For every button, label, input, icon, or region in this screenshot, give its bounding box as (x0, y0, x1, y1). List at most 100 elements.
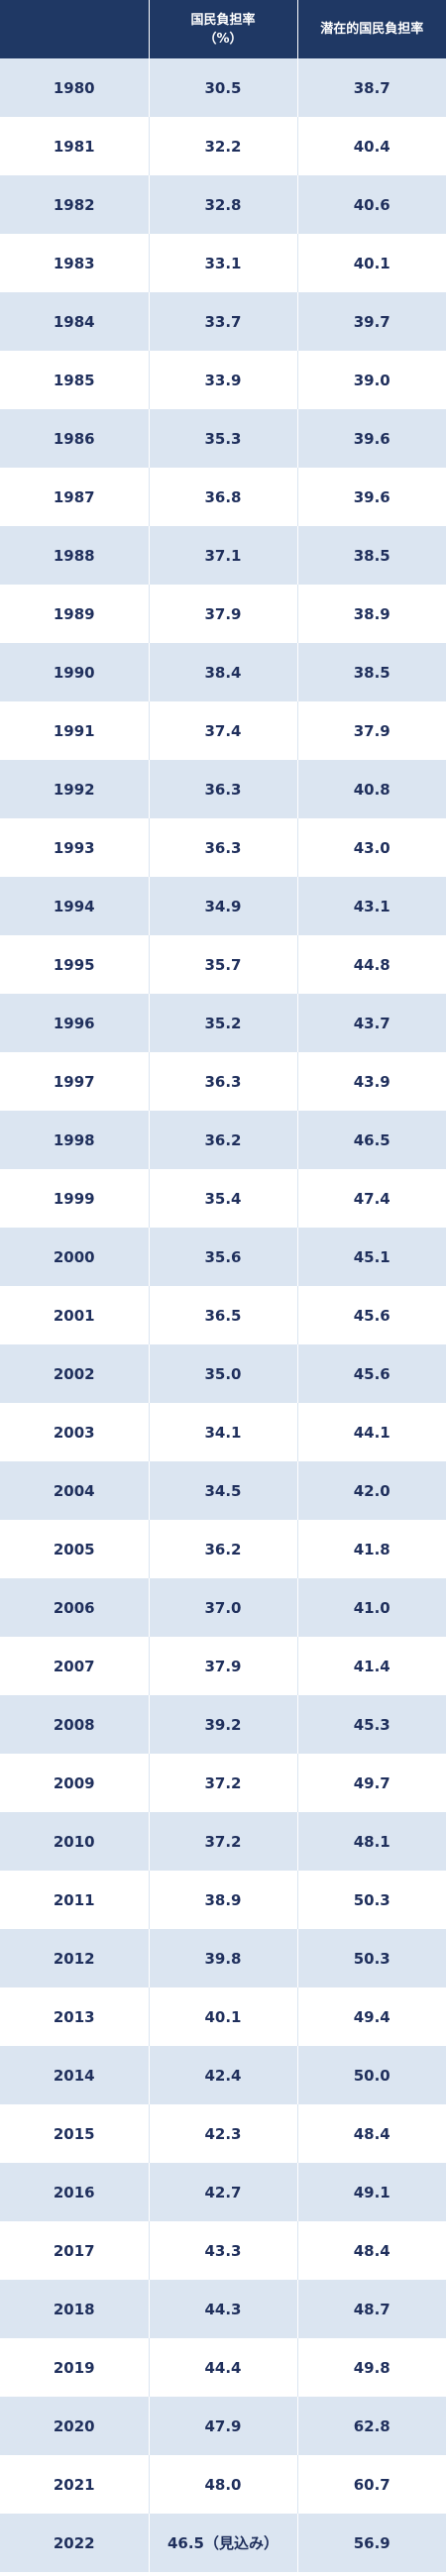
table-row: 2013 40.1 49.4 (0, 1987, 446, 2046)
year-cell: 2017 (0, 2221, 150, 2280)
potential-burden-cell: 38.9 (297, 585, 446, 643)
potential-burden-cell: 49.7 (297, 1754, 446, 1812)
potential-burden-cell: 44.1 (297, 1403, 446, 1461)
national-burden-cell: 34.1 (149, 1403, 298, 1461)
national-burden-cell: 36.2 (149, 1520, 298, 1578)
header-national-burden-unit: （%） (203, 31, 243, 47)
potential-burden-cell: 45.6 (297, 1286, 446, 1344)
national-burden-cell: 36.3 (149, 760, 298, 818)
national-burden-cell: 35.7 (149, 935, 298, 994)
table-row: 2018 44.3 48.7 (0, 2280, 446, 2338)
table-row: 1997 36.3 43.9 (0, 1052, 446, 1111)
table-row: 1998 36.2 46.5 (0, 1111, 446, 1169)
year-cell: 1995 (0, 935, 150, 994)
table-row: 1999 35.4 47.4 (0, 1169, 446, 1228)
potential-burden-cell: 41.8 (297, 1520, 446, 1578)
potential-burden-cell: 45.1 (297, 1228, 446, 1286)
year-cell: 1983 (0, 234, 150, 292)
table-row: 2007 37.9 41.4 (0, 1637, 446, 1695)
header-year (0, 0, 150, 58)
year-cell: 2009 (0, 1754, 150, 1812)
table-row: 1992 36.3 40.8 (0, 760, 446, 818)
table-row: 1984 33.7 39.7 (0, 292, 446, 351)
table-row: 2003 34.1 44.1 (0, 1403, 446, 1461)
potential-burden-cell: 39.6 (297, 409, 446, 468)
national-burden-cell: 33.1 (149, 234, 298, 292)
table-row: 1981 32.2 40.4 (0, 117, 446, 175)
year-cell: 2018 (0, 2280, 150, 2338)
year-cell: 2008 (0, 1695, 150, 1754)
table-row: 1988 37.1 38.5 (0, 526, 446, 585)
potential-burden-cell: 40.4 (297, 117, 446, 175)
potential-burden-cell: 49.4 (297, 1987, 446, 2046)
potential-burden-cell: 39.7 (297, 292, 446, 351)
national-burden-cell: 42.3 (149, 2104, 298, 2163)
table-row: 2006 37.0 41.0 (0, 1578, 446, 1637)
year-cell: 2011 (0, 1871, 150, 1929)
national-burden-cell: 38.9 (149, 1871, 298, 1929)
year-cell: 1986 (0, 409, 150, 468)
table-row: 2000 35.6 45.1 (0, 1228, 446, 1286)
national-burden-cell: 32.8 (149, 175, 298, 234)
year-cell: 2012 (0, 1929, 150, 1987)
table-row: 1990 38.4 38.5 (0, 643, 446, 701)
potential-burden-cell: 48.7 (297, 2280, 446, 2338)
table-row: 2011 38.9 50.3 (0, 1871, 446, 1929)
national-burden-cell: 32.2 (149, 117, 298, 175)
national-burden-cell: 35.4 (149, 1169, 298, 1228)
potential-burden-cell: 50.3 (297, 1929, 446, 1987)
table-row: 1989 37.9 38.9 (0, 585, 446, 643)
year-cell: 2022 (0, 2514, 150, 2572)
year-cell: 2020 (0, 2397, 150, 2455)
national-burden-cell: 30.5 (149, 58, 298, 117)
national-burden-cell: 35.2 (149, 994, 298, 1052)
table-row: 2022 46.5（見込み） 56.9 (0, 2514, 446, 2572)
national-burden-cell: 33.7 (149, 292, 298, 351)
year-cell: 2015 (0, 2104, 150, 2163)
potential-burden-cell: 39.6 (297, 468, 446, 526)
national-burden-cell: 37.9 (149, 1637, 298, 1695)
potential-burden-cell: 41.0 (297, 1578, 446, 1637)
table-row: 2008 39.2 45.3 (0, 1695, 446, 1754)
national-burden-cell: 46.5（見込み） (149, 2514, 298, 2572)
table-row: 1983 33.1 40.1 (0, 234, 446, 292)
table-row: 2020 47.9 62.8 (0, 2397, 446, 2455)
year-cell: 1998 (0, 1111, 150, 1169)
potential-burden-cell: 38.5 (297, 526, 446, 585)
year-cell: 2003 (0, 1403, 150, 1461)
year-cell: 1987 (0, 468, 150, 526)
table-row: 2014 42.4 50.0 (0, 2046, 446, 2104)
table-row: 1987 36.8 39.6 (0, 468, 446, 526)
potential-burden-cell: 43.1 (297, 877, 446, 935)
year-cell: 1981 (0, 117, 150, 175)
year-cell: 2002 (0, 1344, 150, 1403)
national-burden-cell: 43.3 (149, 2221, 298, 2280)
potential-burden-cell: 40.8 (297, 760, 446, 818)
potential-burden-cell: 43.0 (297, 818, 446, 877)
potential-burden-cell: 49.1 (297, 2163, 446, 2221)
national-burden-cell: 39.2 (149, 1695, 298, 1754)
year-cell: 1980 (0, 58, 150, 117)
national-burden-cell: 38.4 (149, 643, 298, 701)
year-cell: 2021 (0, 2455, 150, 2514)
year-cell: 2005 (0, 1520, 150, 1578)
table-row: 2017 43.3 48.4 (0, 2221, 446, 2280)
national-burden-cell: 34.5 (149, 1461, 298, 1520)
national-burden-cell: 36.3 (149, 1052, 298, 1111)
year-cell: 2019 (0, 2338, 150, 2397)
potential-burden-cell: 45.6 (297, 1344, 446, 1403)
potential-burden-cell: 40.1 (297, 234, 446, 292)
potential-burden-cell: 60.7 (297, 2455, 446, 2514)
year-cell: 1989 (0, 585, 150, 643)
national-burden-cell: 40.1 (149, 1987, 298, 2046)
potential-burden-cell: 44.8 (297, 935, 446, 994)
national-burden-cell: 37.1 (149, 526, 298, 585)
year-cell: 1990 (0, 643, 150, 701)
table-row: 1995 35.7 44.8 (0, 935, 446, 994)
year-cell: 2000 (0, 1228, 150, 1286)
potential-burden-cell: 39.0 (297, 351, 446, 409)
potential-burden-cell: 48.4 (297, 2104, 446, 2163)
potential-burden-cell: 40.6 (297, 175, 446, 234)
national-burden-cell: 36.5 (149, 1286, 298, 1344)
table-row: 1985 33.9 39.0 (0, 351, 446, 409)
